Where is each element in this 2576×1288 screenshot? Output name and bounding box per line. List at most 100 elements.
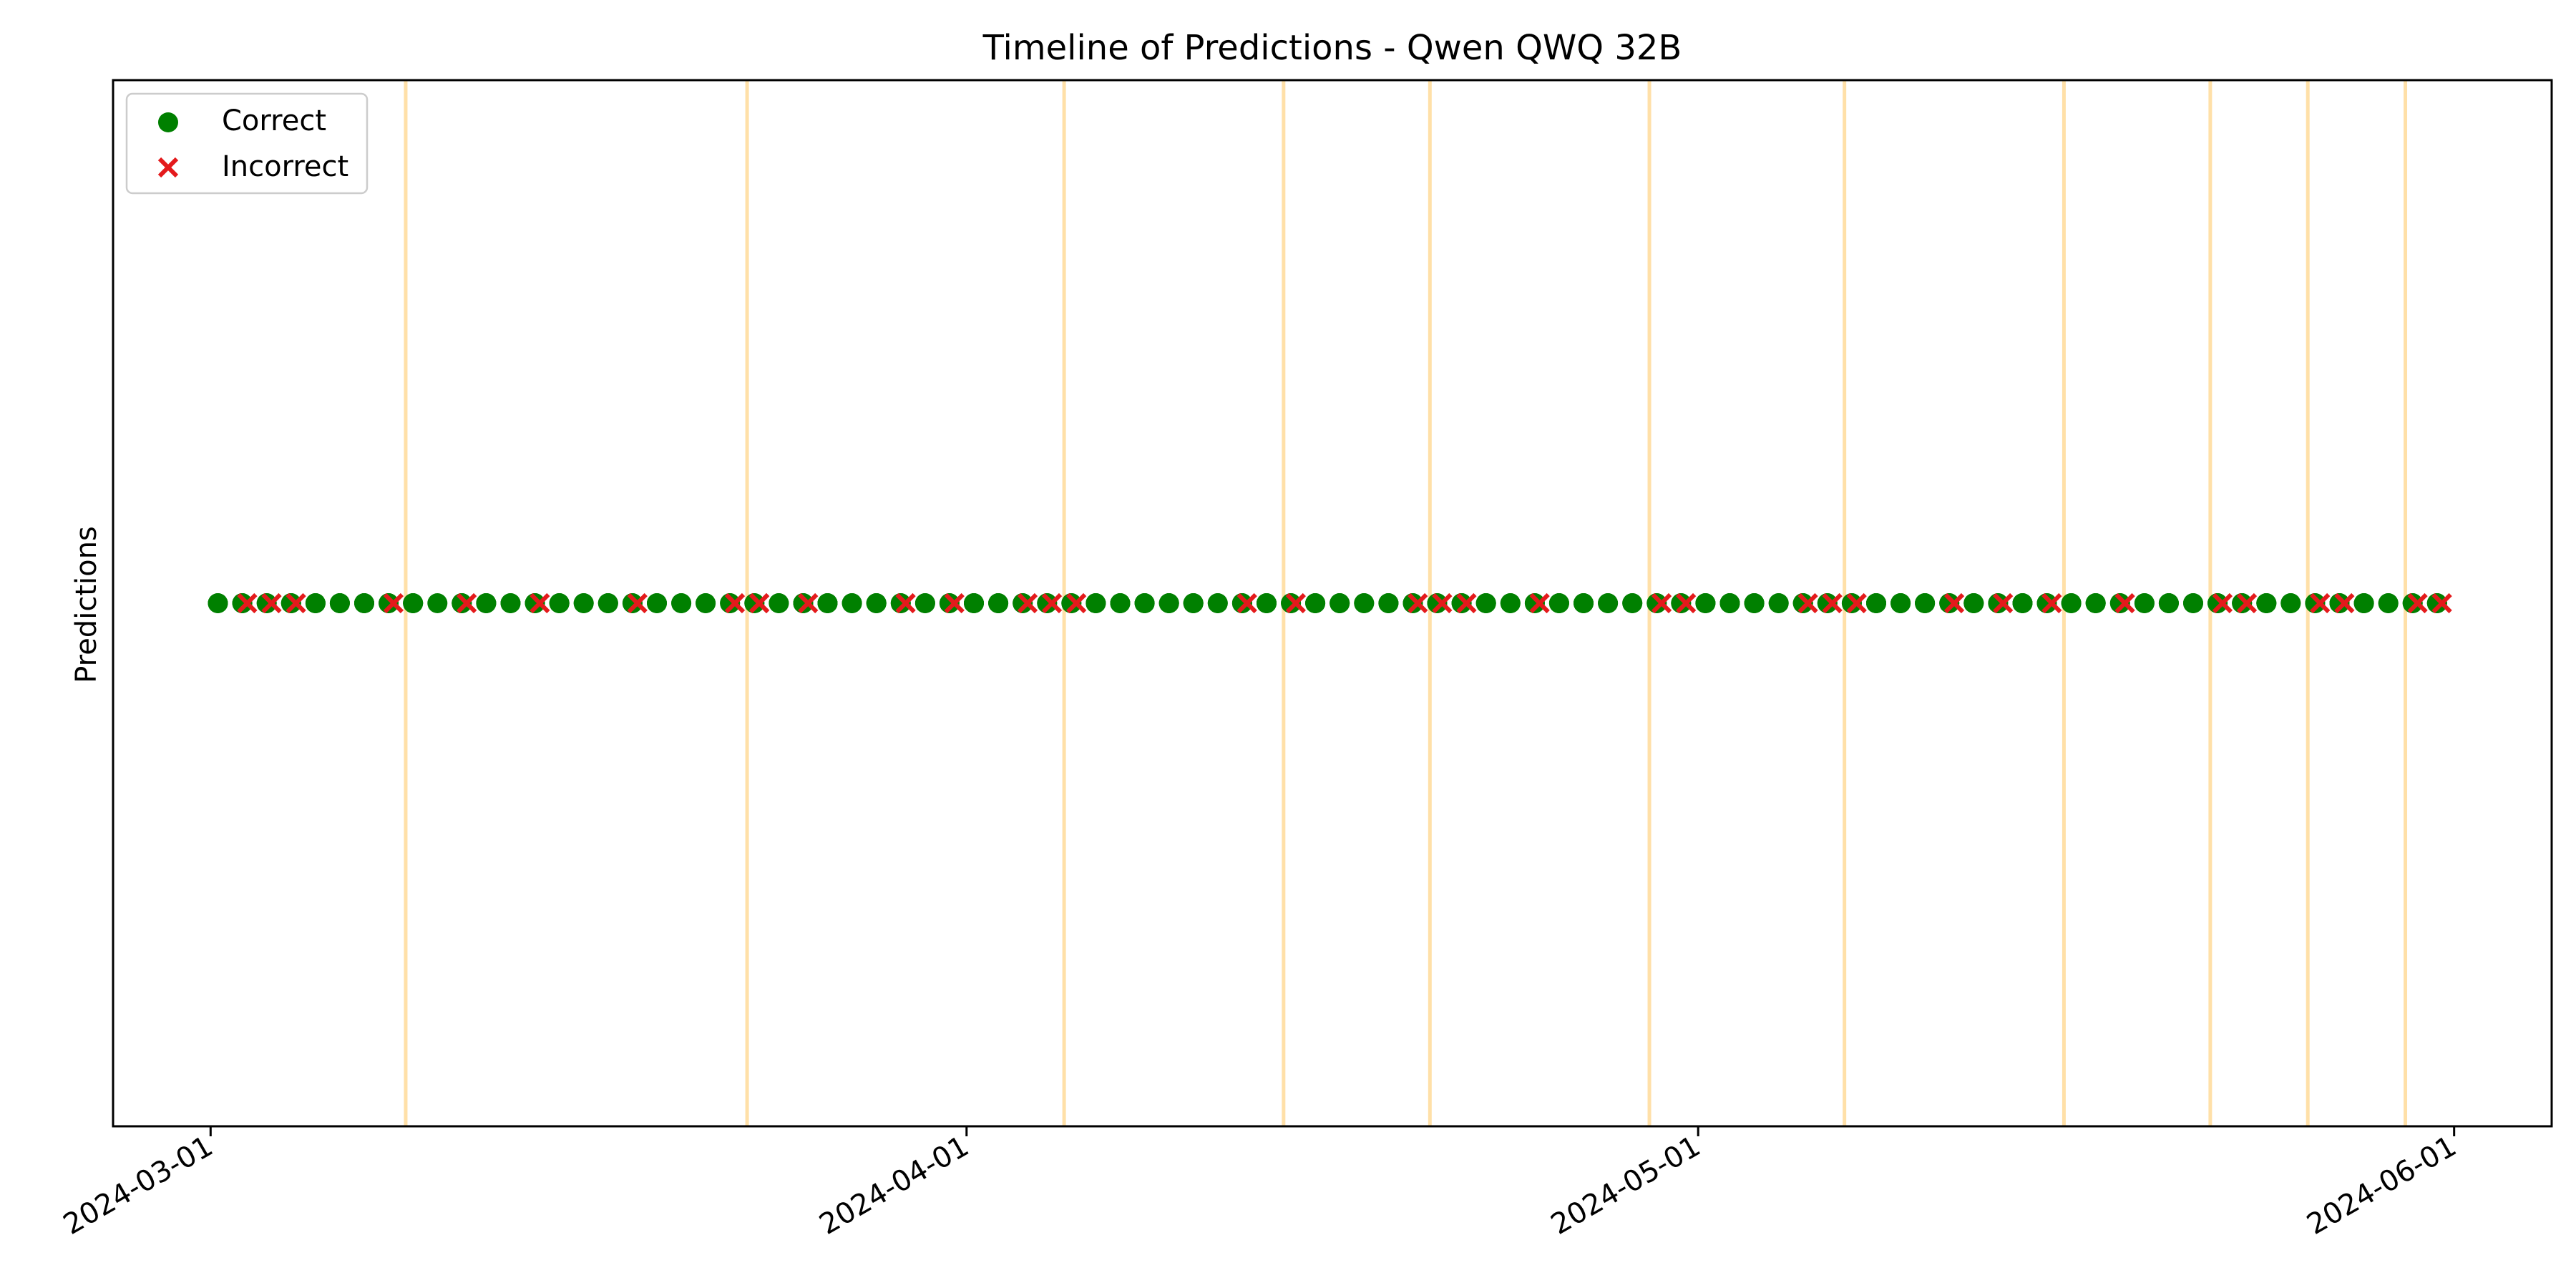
data-point-correct [647,593,667,613]
data-point-incorrect [1236,592,1257,614]
data-point-correct [476,593,497,613]
data-point-correct [2256,593,2277,613]
data-point-incorrect [1993,592,2014,614]
data-point-correct [427,593,448,613]
data-point-correct [769,593,789,613]
data-point-incorrect [261,592,282,614]
data-point-correct [1598,593,1619,613]
data-point-correct [1671,593,1692,613]
data-point-correct [1402,593,1423,613]
data-point-correct [1134,593,1155,613]
data-point-correct [2158,593,2179,613]
data-point-incorrect [1943,592,1965,614]
data-point-correct [2109,593,2130,613]
data-point-correct [2378,593,2399,613]
data-point-incorrect [1676,592,1697,614]
data-point-correct [988,593,1009,613]
plot-area-frame [112,79,2553,1128]
data-point-incorrect [1066,592,1087,614]
data-point-correct [1646,593,1667,613]
data-point-correct [2207,593,2228,613]
data-point-correct [354,593,374,613]
data-point-correct [1257,593,1277,613]
data-point-correct [939,593,960,613]
data-point-correct [525,593,545,613]
data-point-correct [841,593,862,613]
data-point-incorrect [1529,592,1550,614]
data-point-correct [2305,593,2326,613]
data-point-correct [1524,593,1545,613]
data-point-correct [452,593,472,613]
data-point-incorrect [286,592,306,614]
data-point-incorrect [1432,592,1453,614]
data-point-correct [744,593,765,613]
data-point-group [208,592,2452,614]
data-point-correct [2280,593,2301,613]
data-point-incorrect [2407,592,2428,614]
data-point-correct [1719,593,1740,613]
data-point-correct [2085,593,2106,613]
data-point-correct [1013,593,1033,613]
data-point-correct [1841,593,1862,613]
data-point-correct [2061,593,2082,613]
data-point-correct [1281,593,1302,613]
data-point-correct [2232,593,2253,613]
data-point-incorrect [748,592,770,614]
data-point-correct [329,593,350,613]
data-point-correct [1183,593,1204,613]
data-point-incorrect [1822,592,1843,614]
data-point-correct [866,593,887,613]
y-axis-label: Predictions [70,526,103,683]
data-point-correct [1915,593,1936,613]
data-point-incorrect [798,592,819,614]
data-point-correct [1574,593,1594,613]
data-point-correct [1622,593,1643,613]
data-point-correct [597,593,618,613]
data-point-correct [1354,593,1375,613]
legend-label-correct: Correct [222,104,326,137]
data-point-incorrect [2431,592,2452,614]
data-point-correct [914,593,935,613]
data-point-correct [2036,593,2057,613]
data-point-incorrect [944,592,965,614]
data-point-correct [403,593,424,613]
data-point-correct [1792,593,1813,613]
legend-box [125,92,369,195]
data-point-correct [1207,593,1228,613]
data-point-correct [890,593,911,613]
data-point-incorrect [383,592,404,614]
data-point-correct [1231,593,1252,613]
data-point-incorrect [1017,592,1038,614]
data-point-incorrect [530,592,550,614]
data-point-incorrect [1797,592,1818,614]
data-point-incorrect [1651,592,1672,614]
data-point-correct [2183,593,2203,613]
data-point-incorrect [895,592,916,614]
data-point-incorrect [724,592,746,614]
data-point-incorrect [457,592,477,614]
data-point-incorrect [627,592,648,614]
data-point-incorrect [1285,592,1307,614]
data-point-incorrect [2041,592,2062,614]
data-point-incorrect [237,592,258,614]
data-point-incorrect [2212,592,2233,614]
data-point-correct [1548,593,1569,613]
legend-marker-correct [158,112,178,132]
data-point-correct [1768,593,1789,613]
data-point-correct [1305,593,1326,613]
data-point-correct [232,593,253,613]
data-point-correct [1939,593,1960,613]
data-point-correct [671,593,692,613]
data-point-incorrect [1041,592,1063,614]
data-point-correct [1475,593,1496,613]
data-point-correct [696,593,716,613]
data-point-correct [1988,593,2009,613]
data-point-incorrect [2236,592,2258,614]
data-point-correct [500,593,521,613]
data-point-correct [1890,593,1911,613]
data-point-incorrect [2114,592,2135,614]
data-point-correct [379,593,399,613]
data-point-correct [1817,593,1838,613]
